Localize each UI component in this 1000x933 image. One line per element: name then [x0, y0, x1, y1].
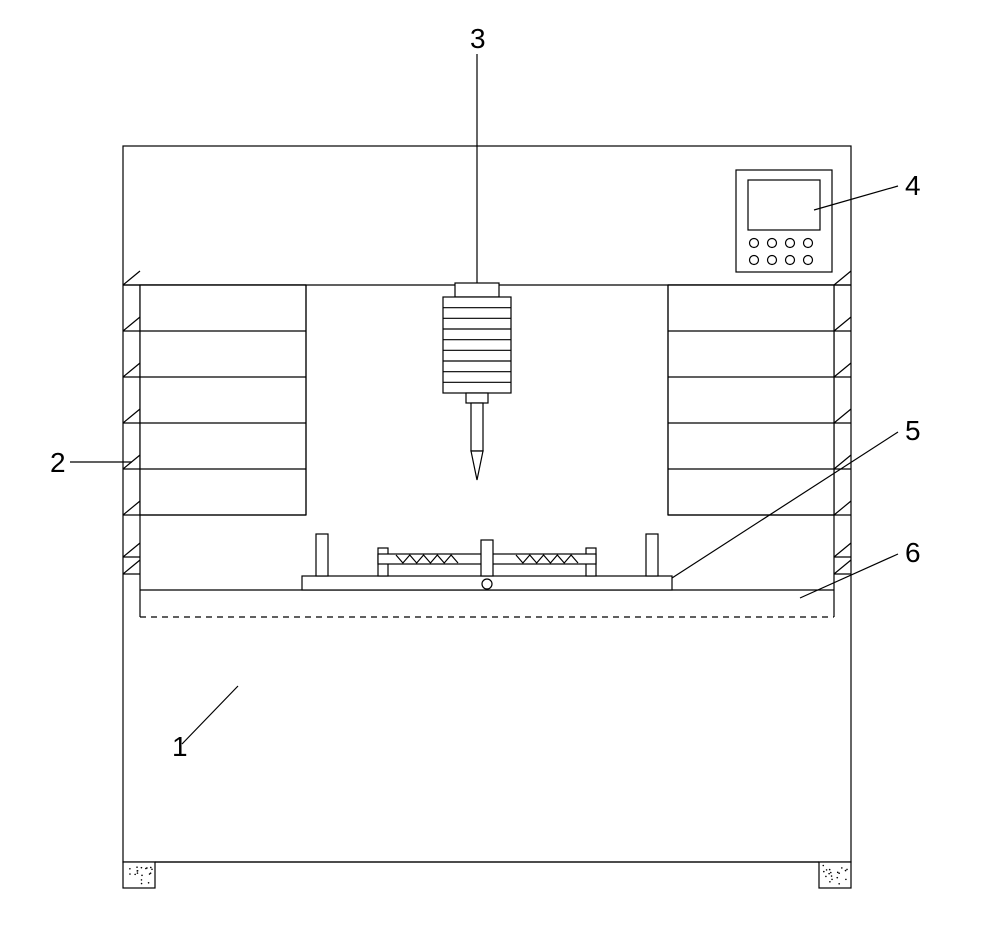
- fixture-base: [302, 576, 672, 590]
- label-3: 3: [470, 23, 486, 54]
- fixture-post-right: [646, 534, 658, 576]
- label-1: 1: [172, 731, 188, 762]
- label-4: 4: [905, 170, 921, 201]
- right-slat-box: [668, 285, 834, 515]
- label-6: 6: [905, 537, 921, 568]
- spindle-cap: [455, 283, 499, 297]
- spindle-collar: [466, 393, 488, 403]
- foot-0: [123, 862, 155, 888]
- label-2: 2: [50, 447, 66, 478]
- fixture-center: [481, 540, 493, 576]
- spindle-shaft: [471, 403, 483, 451]
- label-5: 5: [905, 415, 921, 446]
- diagram-canvas: 1 2 3 4 5 6: [0, 0, 1000, 933]
- spindle-body: [443, 297, 511, 393]
- fixture-post-left: [316, 534, 328, 576]
- left-slat-box: [140, 285, 306, 515]
- control-screen: [748, 180, 820, 230]
